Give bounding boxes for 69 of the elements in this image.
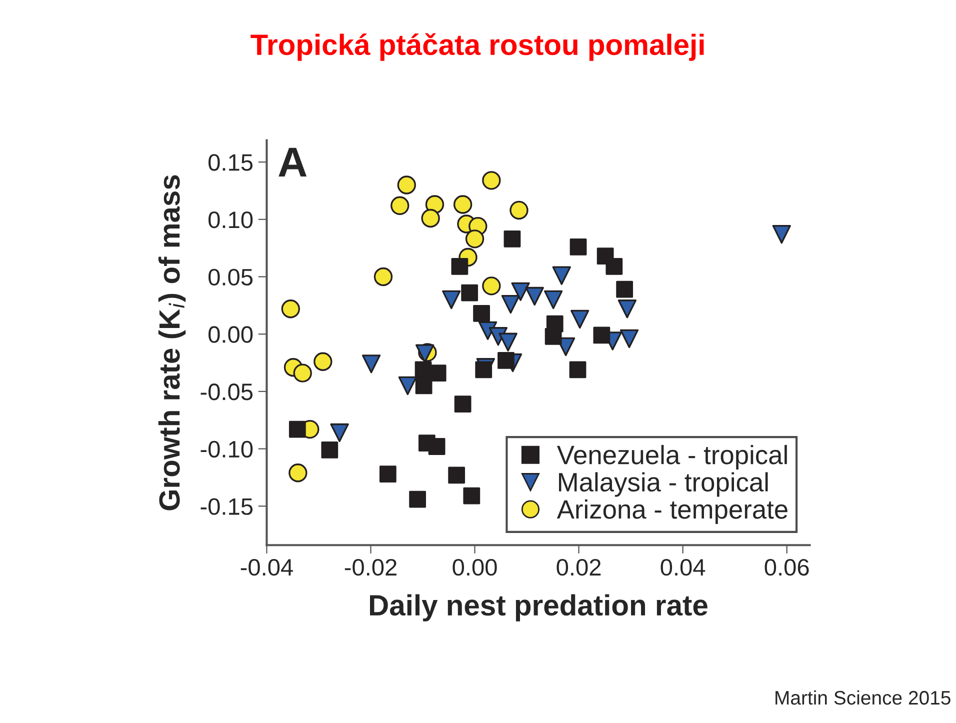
- x-tick-label: 0.00: [452, 558, 497, 576]
- y-tick-label: 0.00: [208, 326, 253, 343]
- legend-label: Arizona - temperate: [556, 499, 788, 524]
- point: [428, 438, 446, 455]
- text: Martin Science 2015: [776, 690, 950, 705]
- point: [409, 490, 426, 508]
- point: [525, 286, 544, 306]
- point: [616, 280, 634, 298]
- point: [398, 376, 418, 396]
- point: [390, 196, 410, 215]
- point: [618, 300, 637, 318]
- point: [482, 276, 501, 296]
- point: [504, 230, 521, 248]
- point: [463, 487, 480, 504]
- point: [321, 442, 338, 458]
- legend-label: Venezuela - tropical: [556, 444, 787, 470]
- point: [552, 266, 571, 285]
- point: [570, 310, 590, 329]
- point: [570, 238, 587, 256]
- point: [442, 290, 461, 310]
- point: [453, 195, 472, 214]
- point: [281, 300, 300, 318]
- x-tick-label: 0.06: [764, 558, 809, 576]
- point: [448, 466, 466, 484]
- point: [461, 284, 478, 302]
- point: [288, 420, 306, 438]
- point: [465, 230, 484, 248]
- legend-label: Malaysia - tropical: [559, 472, 768, 497]
- point: [498, 332, 518, 352]
- point: [454, 396, 472, 413]
- point: [293, 364, 312, 382]
- point: [330, 423, 349, 442]
- point: [498, 352, 514, 369]
- point: [606, 258, 623, 275]
- point: [544, 290, 563, 310]
- point: [288, 464, 308, 482]
- point: [620, 329, 639, 348]
- point: [482, 171, 501, 190]
- point: [473, 305, 490, 322]
- point: [397, 176, 416, 194]
- point: [421, 208, 440, 228]
- point: [451, 258, 468, 275]
- y-tick-label: 0.10: [208, 211, 253, 228]
- y-axis-title: Growth rate (K$_{i}$) of mass: [158, 175, 186, 510]
- y-tick-label: 0.15: [208, 154, 253, 171]
- point: [475, 361, 492, 378]
- point: [772, 224, 791, 244]
- x-axis-title: Daily nest predation rate: [370, 594, 708, 622]
- point: [501, 294, 520, 314]
- y-tick-label: 0.05: [208, 268, 253, 286]
- y-tick-label: -0.10: [200, 440, 253, 458]
- point: [510, 200, 528, 220]
- point: [374, 267, 393, 286]
- point: [593, 326, 610, 344]
- point: [569, 361, 586, 378]
- point: [511, 282, 530, 302]
- x-tick-label: -0.02: [344, 558, 396, 576]
- x-tick-label: -0.04: [240, 558, 293, 576]
- chart-title: Tropická ptáčata rostou pomaleji: [250, 33, 704, 61]
- point: [544, 328, 562, 345]
- point: [362, 354, 381, 374]
- point: [314, 352, 332, 371]
- y-tick-label: -0.15: [200, 498, 253, 515]
- point: [415, 377, 432, 394]
- y-tick-label: -0.05: [200, 384, 253, 400]
- x-tick-label: 0.02: [556, 558, 601, 576]
- x-tick-label: 0.04: [660, 558, 706, 576]
- annotation: A: [278, 148, 307, 177]
- point: [379, 466, 396, 482]
